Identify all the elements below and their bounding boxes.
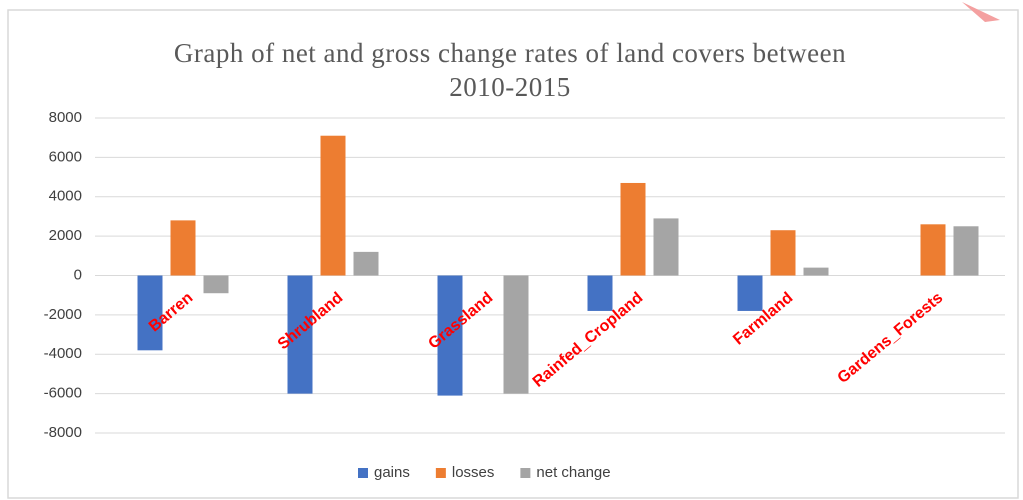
bar [953,226,979,276]
bar [920,224,946,276]
legend-swatch [520,468,531,478]
y-tick-label: 2000 [49,227,82,244]
legend-label: net change [536,464,610,481]
y-tick-label: 8000 [49,109,82,126]
bar [287,275,313,394]
bar [803,267,829,276]
bar [203,275,229,294]
bar [353,251,379,276]
y-tick-label: 6000 [49,148,82,165]
bar [320,135,346,276]
bar [620,182,646,276]
bar [137,275,163,351]
bar [437,275,463,396]
bar [770,230,796,276]
legend-label: losses [452,464,495,481]
legend-swatch [358,468,368,478]
bar [503,275,529,394]
y-tick-label: 0 [74,266,82,283]
y-tick-label: 4000 [49,188,82,205]
pointer-decoration [962,2,1000,22]
y-tick-label: -4000 [44,345,82,362]
legend-swatch [435,468,446,478]
bar [737,275,763,311]
y-tick-label: -6000 [44,385,82,402]
legend-label: gains [374,464,410,481]
bar [170,220,196,276]
y-tick-label: -2000 [44,306,82,323]
y-tick-label: -8000 [44,424,82,441]
chart-title: Graph of net and gross change rates of l… [173,38,847,102]
bar [587,275,613,311]
bar [653,218,679,276]
